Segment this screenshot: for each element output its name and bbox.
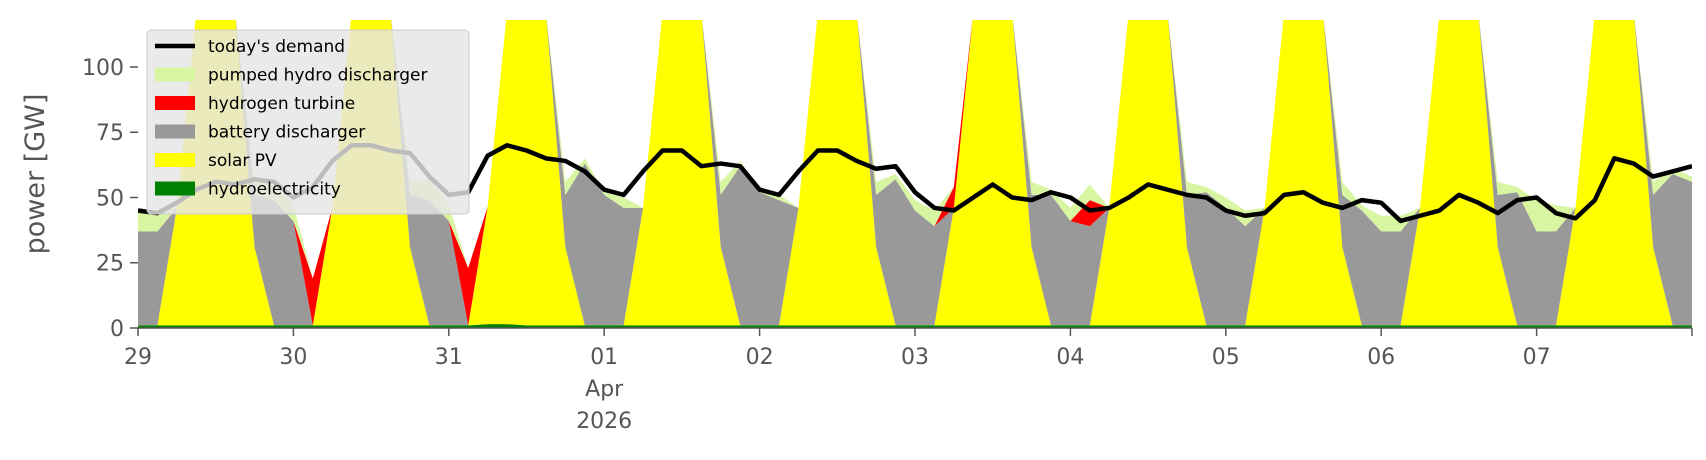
x-tick-sublabel: Apr [585,377,624,402]
x-tick-label: 04 [1056,345,1084,370]
x-tick-sublabel: 2026 [576,409,632,434]
legend-swatch-hydrogen-turbine [155,96,195,110]
y-tick-label: 50 [96,186,124,211]
y-axis-label: power [GW] [20,94,51,255]
legend: today's demand pumped hydro discharger hyd… [146,29,470,215]
x-tick-label: 29 [124,345,152,370]
x-tick-label: 30 [279,345,307,370]
legend-label-battery-discharger: battery discharger [208,123,365,143]
legend-label-today-s-demand: today's demand [208,37,345,57]
legend-swatch-solar-pv [155,153,195,167]
x-tick-label: 05 [1212,345,1240,370]
legend-label-solar-pv: solar PV [208,151,277,171]
legend-label-hydroelectricity: hydroelectricity [208,180,341,200]
y-tick-label: 75 [96,121,124,146]
area-solar-pv [138,20,1692,326]
x-tick-label: 06 [1367,345,1395,370]
legend-swatch-pumped-hydro-discharger [155,67,195,82]
y-tick-label: 100 [82,56,124,81]
y-tick-label: 25 [96,252,124,277]
x-ticks-group: 29 30 31 01 Apr 2026 02 03 04 05 06 07 [124,328,1693,434]
y-ticks-group: 0 25 50 75 100 [82,56,138,342]
legend-label-pumped-hydro-discharger: pumped hydro discharger [208,66,427,86]
x-tick-label: 01 [590,345,618,370]
y-tick-label: 0 [110,317,124,342]
x-tick-label: 03 [901,345,929,370]
x-tick-label: 07 [1523,345,1551,370]
area-series-group [138,20,1692,328]
legend-label-hydrogen-turbine: hydrogen turbine [208,94,355,114]
area-hydroelectricity [138,324,1692,328]
legend-swatch-battery-discharger [155,124,195,139]
x-tick-label: 31 [435,345,463,370]
x-tick-label: 02 [746,345,774,370]
area-battery-discharger [138,20,1692,326]
legend-swatch-hydroelectricity [155,181,195,196]
legend-frame [146,29,470,215]
